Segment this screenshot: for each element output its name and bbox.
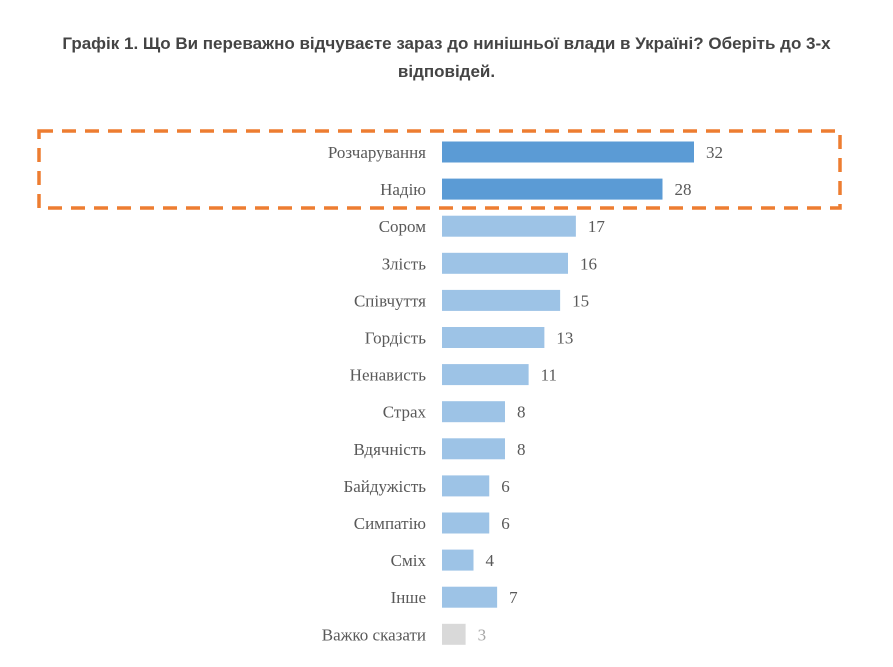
bar bbox=[442, 623, 466, 645]
category-label: Надію bbox=[380, 180, 426, 199]
category-label: Гордість bbox=[365, 329, 426, 348]
bar bbox=[442, 512, 490, 534]
bar bbox=[442, 178, 663, 200]
data-label: 8 bbox=[517, 403, 526, 422]
category-label: Злість bbox=[382, 254, 426, 273]
category-label: Інше bbox=[391, 588, 426, 607]
bar bbox=[442, 586, 498, 608]
bar bbox=[442, 401, 505, 423]
data-label: 17 bbox=[588, 217, 606, 236]
bar bbox=[442, 475, 490, 497]
data-label: 32 bbox=[706, 143, 723, 162]
chart-title: Графік 1. Що Ви переважно відчуваєте зар… bbox=[62, 34, 831, 81]
category-label: Симпатію bbox=[354, 514, 427, 533]
bar bbox=[442, 252, 568, 274]
bar bbox=[442, 327, 545, 348]
category-label: Страх bbox=[383, 403, 427, 422]
category-label: Розчарування bbox=[328, 143, 426, 162]
bar bbox=[442, 215, 576, 237]
data-label: 6 bbox=[501, 514, 510, 533]
data-label: 16 bbox=[580, 254, 597, 273]
data-label: 8 bbox=[517, 440, 526, 459]
category-label: Вдячність bbox=[354, 440, 427, 459]
data-label: 13 bbox=[556, 329, 573, 348]
bar bbox=[442, 364, 529, 386]
bar bbox=[442, 549, 474, 571]
category-label: Байдужість bbox=[343, 477, 426, 496]
bar bbox=[442, 438, 505, 460]
bar bbox=[442, 141, 694, 163]
category-label: Сміх bbox=[391, 551, 427, 570]
category-label: Співчуття bbox=[354, 291, 426, 310]
bar bbox=[442, 289, 561, 311]
data-label: 15 bbox=[572, 291, 589, 310]
category-label: Важко сказати bbox=[322, 625, 426, 644]
highlight-box bbox=[37, 129, 842, 210]
data-label: 6 bbox=[501, 477, 510, 496]
data-label: 3 bbox=[478, 625, 487, 644]
data-label: 4 bbox=[486, 551, 495, 570]
data-label: 7 bbox=[509, 588, 518, 607]
category-label: Ненависть bbox=[350, 366, 427, 385]
category-label: Сором bbox=[379, 217, 427, 236]
data-label: 11 bbox=[541, 366, 557, 385]
data-label: 28 bbox=[675, 180, 692, 199]
